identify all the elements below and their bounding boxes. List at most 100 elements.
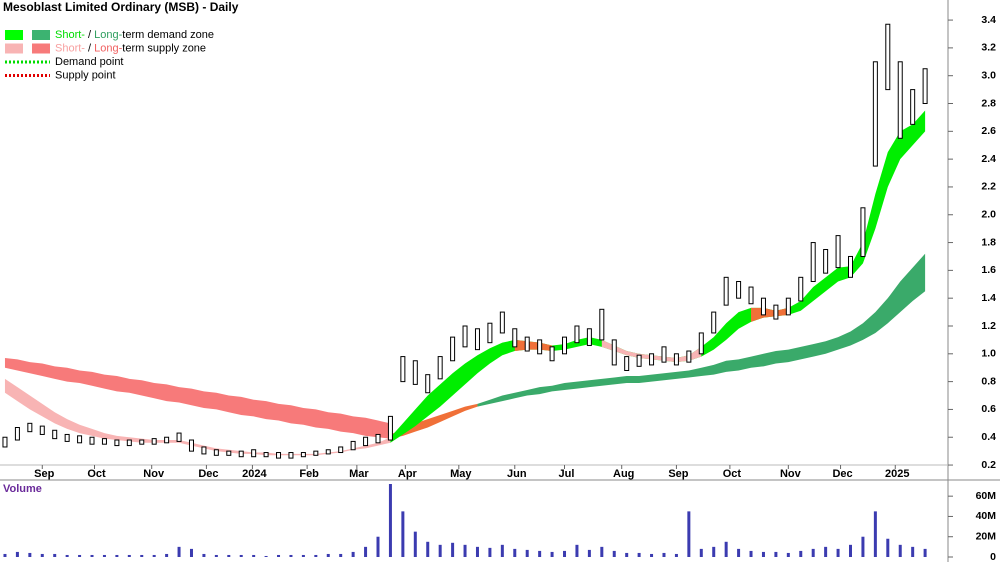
x-tick-label: Sep — [34, 468, 54, 480]
volume-bar — [886, 538, 890, 557]
y-tick-label: 20M — [976, 531, 997, 543]
price-bar — [848, 255, 853, 278]
y-tick-label: 0 — [990, 551, 996, 562]
zone — [390, 403, 478, 439]
price-bar — [673, 353, 679, 366]
volume-bar — [824, 546, 828, 557]
volume-bar — [3, 553, 7, 557]
price-bar — [872, 61, 878, 167]
volume-bar — [53, 553, 57, 557]
volume-bar — [90, 554, 94, 557]
price-bar — [139, 439, 145, 445]
volume-bar — [836, 548, 840, 557]
volume-bar — [563, 550, 567, 557]
x-tick-label: Jun — [507, 468, 527, 480]
price-bar — [251, 449, 257, 458]
volume-bar — [737, 548, 741, 557]
price-bar — [611, 339, 617, 366]
price-bar — [599, 308, 605, 341]
price-bar — [860, 207, 866, 257]
price-bar — [387, 415, 393, 441]
price-bar — [437, 356, 443, 380]
y-tick-label: 2.8 — [981, 97, 996, 109]
volume-bar — [239, 554, 243, 557]
price-bar — [897, 61, 903, 139]
legend-part: Short- — [55, 29, 85, 41]
volume-bar — [786, 552, 790, 557]
price-bar — [276, 452, 282, 459]
price-bar — [736, 280, 742, 299]
price-bar — [810, 242, 816, 282]
x-tick-label: Oct — [723, 468, 742, 480]
price-bar — [176, 432, 182, 442]
price-bar — [400, 356, 406, 383]
x-tick-label: May — [450, 468, 472, 480]
volume-bar — [774, 551, 778, 557]
price-bar — [562, 336, 568, 355]
x-tick-label: Sep — [668, 468, 688, 480]
legend-text: Short- / Long-term demand zone — [55, 29, 214, 41]
legend-swatch — [5, 43, 23, 54]
x-tick-label: Oct — [87, 468, 106, 480]
volume-bar — [650, 553, 654, 557]
price-bar — [101, 438, 107, 445]
price-bar — [425, 374, 431, 394]
price-bar — [213, 449, 219, 456]
price-bar — [201, 446, 207, 455]
price-bar — [52, 429, 58, 440]
price-bar — [39, 425, 45, 435]
volume-bar — [65, 554, 69, 557]
price-bar — [524, 336, 530, 352]
price-bar — [487, 322, 493, 344]
volume-bar — [28, 552, 32, 557]
volume-bar — [749, 550, 753, 557]
legend-text: Supply point — [55, 69, 116, 81]
y-tick-label: 60M — [976, 490, 997, 502]
volume-bar — [438, 544, 442, 557]
x-tick-label: Mar — [349, 468, 369, 480]
volume-bar — [165, 553, 169, 557]
price-bar — [711, 311, 717, 334]
y-tick-label: 1.0 — [981, 348, 996, 360]
price-bar — [151, 438, 157, 445]
y-tick-label: 2.4 — [981, 153, 996, 165]
volume-bar — [923, 548, 927, 557]
price-bar — [748, 286, 754, 305]
price-bar — [823, 249, 829, 274]
zone — [4, 378, 391, 456]
price-bar — [624, 356, 630, 371]
volume-bar — [674, 553, 678, 557]
price-bar — [313, 450, 319, 456]
price-bar — [835, 235, 841, 269]
y-tick-label: 2.6 — [981, 125, 996, 137]
volume-bar — [600, 546, 604, 557]
x-tick-label: Apr — [398, 468, 418, 480]
y-tick-label: 2.0 — [981, 209, 996, 221]
price-bar — [910, 89, 916, 125]
volume-bar — [575, 544, 579, 557]
x-tick-label: 2025 — [885, 468, 909, 480]
volume-bar — [475, 546, 479, 557]
volume-bar — [78, 554, 82, 557]
zone — [751, 307, 789, 322]
legend-part: Long- — [94, 42, 122, 54]
volume-bar — [861, 536, 865, 557]
price-bar — [474, 328, 480, 351]
volume-bar — [339, 553, 343, 557]
price-bar — [450, 336, 456, 362]
price-bar — [363, 436, 369, 447]
x-tick-label: Jul — [559, 468, 575, 480]
y-tick-label: 3.2 — [981, 42, 996, 54]
price-bar — [77, 435, 83, 444]
volume-bar — [326, 553, 330, 557]
y-tick-label: 0.4 — [981, 431, 996, 443]
volume-bar — [364, 546, 368, 557]
price-bar — [922, 68, 928, 105]
volume-bar — [202, 553, 206, 557]
price-bar — [338, 446, 344, 454]
price-bar — [14, 427, 20, 441]
volume-title: Volume — [3, 483, 42, 495]
y-tick-label: 1.2 — [981, 320, 996, 332]
volume-bar — [687, 511, 691, 557]
price-bar — [512, 328, 518, 348]
